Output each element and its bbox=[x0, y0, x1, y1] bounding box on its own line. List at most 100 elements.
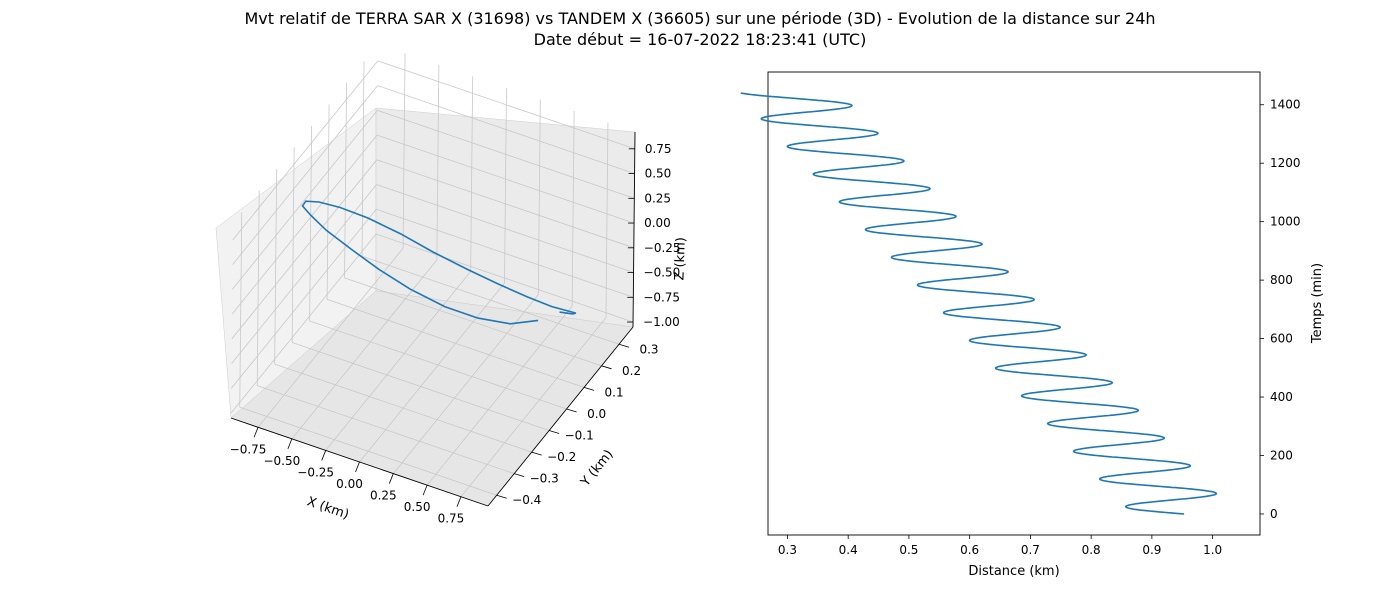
grid-line-x bbox=[436, 64, 440, 260]
grid-line-x bbox=[605, 122, 609, 318]
grid-line-z bbox=[231, 134, 378, 315]
grid-line-z bbox=[230, 233, 377, 414]
grid-line-z bbox=[377, 109, 635, 199]
x-tick-label-2d: 0.9 bbox=[1142, 543, 1161, 557]
grid-line-x bbox=[537, 99, 541, 295]
grid-line-z bbox=[375, 233, 634, 323]
grid-line-y bbox=[326, 299, 585, 388]
z-axis-label: Z (km) bbox=[672, 237, 689, 281]
x-tick-label: 0.25 bbox=[370, 489, 397, 503]
grid-line-z bbox=[376, 184, 634, 273]
grid-line-z bbox=[232, 85, 378, 265]
x-tick bbox=[253, 427, 259, 438]
grid-line-x bbox=[504, 87, 507, 284]
grid-3d bbox=[230, 53, 635, 497]
grid-line-y bbox=[257, 385, 515, 475]
grid-line-y bbox=[326, 104, 330, 300]
z-tick-label: 0.25 bbox=[644, 191, 671, 205]
y-tick bbox=[583, 387, 595, 391]
y-tick-label: −0.3 bbox=[530, 472, 559, 486]
y-tick-label: −0.4 bbox=[512, 493, 541, 507]
y-tick-label-2d: 600 bbox=[1270, 332, 1293, 346]
y-tick-label-2d: 1000 bbox=[1270, 215, 1301, 229]
grid-line-z bbox=[232, 110, 378, 290]
x-axis-label-2d: Distance (km) bbox=[968, 564, 1059, 579]
y-axis-label-2d: Temps (min) bbox=[1310, 263, 1325, 344]
x-tick-label: 0.75 bbox=[438, 512, 465, 526]
grid-line-x bbox=[359, 282, 505, 463]
grid-line-z bbox=[232, 60, 379, 241]
y-tick bbox=[618, 343, 630, 348]
y-tick-label: −0.2 bbox=[547, 450, 576, 464]
y-tick-label: 0.0 bbox=[587, 407, 606, 421]
grid-line-x bbox=[402, 53, 406, 249]
grid-line-z bbox=[231, 159, 378, 340]
z-tick-label: 0.50 bbox=[645, 167, 672, 181]
plot-2d-axes: 0.3 0.4 0.5 0.6 0.7 0.8 0.9 1.0 0 200 400 600 800 100… bbox=[740, 71, 1325, 579]
grid-line-z bbox=[376, 159, 634, 249]
x-tick-label-2d: 0.8 bbox=[1082, 543, 1101, 557]
ticks-2d: 0.3 0.4 0.5 0.6 0.7 0.8 0.9 1.0 0 200 400 600 800 100… bbox=[778, 98, 1301, 557]
x-tick-label-2d: 0.4 bbox=[839, 543, 858, 557]
grid-line-y bbox=[256, 190, 260, 386]
x-tick-label: −0.75 bbox=[230, 442, 267, 456]
y-tick bbox=[496, 494, 507, 499]
z-tick-label: 0.75 bbox=[645, 142, 672, 156]
y-tick-label-2d: 1400 bbox=[1270, 98, 1301, 112]
grid-line-x bbox=[393, 294, 539, 474]
chart-title-line1: Mvt relatif de TERRA SAR X (31698) vs TA… bbox=[244, 9, 1156, 28]
orbit-trace-3d bbox=[301, 200, 577, 325]
x-tick-label-2d: 0.7 bbox=[1021, 543, 1040, 557]
grid-line-x bbox=[470, 76, 474, 272]
z-axis-line bbox=[632, 131, 636, 328]
grid-line-y bbox=[292, 342, 550, 431]
y-axis-line bbox=[487, 326, 634, 507]
grid-line-y bbox=[274, 363, 532, 453]
grid-line-x bbox=[257, 248, 404, 428]
z-tick-label: −0.50 bbox=[644, 266, 681, 280]
x-tick-label: −0.50 bbox=[263, 454, 300, 468]
x-tick-label: 0.50 bbox=[404, 500, 431, 514]
y-tick-label-2d: 400 bbox=[1270, 390, 1293, 404]
z-tick-label: −0.75 bbox=[643, 290, 680, 304]
grid-line-x bbox=[426, 305, 573, 486]
x-tick bbox=[422, 485, 428, 496]
y-tick bbox=[601, 365, 612, 370]
grid-line-y bbox=[309, 125, 313, 321]
x-tick bbox=[456, 496, 462, 507]
x-tick bbox=[321, 450, 327, 461]
x-tick-label: −0.25 bbox=[297, 465, 334, 479]
x-tick-label-2d: 1.0 bbox=[1203, 543, 1222, 557]
y-tick-label: −0.1 bbox=[565, 429, 594, 443]
x-tick-label-2d: 0.6 bbox=[960, 543, 979, 557]
grid-line-z bbox=[230, 209, 377, 389]
grid-line-y bbox=[274, 169, 278, 365]
plot-3d-axes: −0.75−0.50−0.250.000.250.500.75−0.4−0.3−… bbox=[215, 53, 689, 526]
grid-line-z bbox=[231, 184, 377, 364]
y-tick-label-2d: 200 bbox=[1270, 448, 1293, 462]
y-tick-label-2d: 1200 bbox=[1270, 156, 1301, 170]
y-tick bbox=[531, 451, 542, 456]
grid-line-y bbox=[344, 277, 602, 367]
x-tick bbox=[287, 438, 293, 449]
grid-line-z bbox=[377, 60, 635, 150]
y-tick-label: 0.1 bbox=[605, 385, 624, 399]
y-tick-label: 0.3 bbox=[639, 342, 658, 356]
y-tick bbox=[566, 408, 577, 413]
x-tick bbox=[355, 461, 360, 473]
y-axis-label: Y (km) bbox=[578, 447, 617, 490]
z-tick-label: 0.00 bbox=[644, 216, 671, 230]
ticks-3d: −0.75−0.50−0.250.000.250.500.75−0.4−0.3−… bbox=[230, 142, 681, 526]
grid-line-z bbox=[377, 85, 635, 174]
grid-line-x bbox=[325, 271, 471, 451]
x-tick-label-2d: 0.3 bbox=[778, 543, 797, 557]
grid-line-z bbox=[376, 134, 635, 224]
y-tick-label-2d: 0 bbox=[1270, 507, 1278, 521]
grid-line-z bbox=[376, 208, 634, 298]
grid-line-y bbox=[361, 61, 365, 257]
grid-line-y bbox=[239, 406, 497, 496]
x-tick bbox=[388, 473, 394, 484]
z-tick-label: −0.25 bbox=[644, 241, 681, 255]
distance-trace bbox=[740, 92, 1218, 515]
